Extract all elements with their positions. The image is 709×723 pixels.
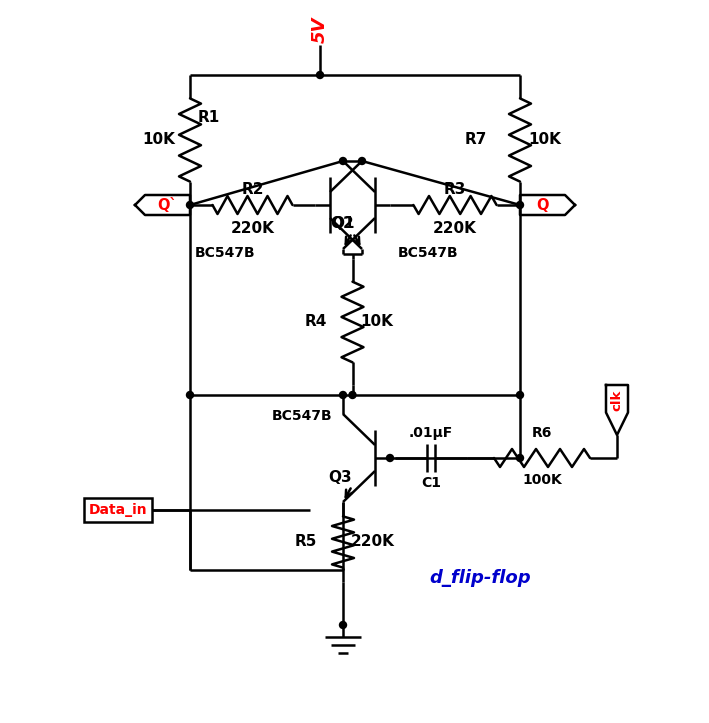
Text: BC547B: BC547B <box>272 409 333 423</box>
Text: C1: C1 <box>421 476 441 490</box>
Text: .01µF: .01µF <box>409 426 453 440</box>
Text: R4: R4 <box>304 315 327 330</box>
Text: 5V: 5V <box>311 17 329 43</box>
Text: BC547B: BC547B <box>398 246 459 260</box>
Text: 220K: 220K <box>433 221 477 236</box>
Text: Data_in: Data_in <box>89 503 147 517</box>
Circle shape <box>340 158 347 165</box>
Text: d_flip-flop: d_flip-flop <box>429 569 531 587</box>
Text: 220K: 220K <box>230 221 274 236</box>
Circle shape <box>516 391 523 398</box>
Text: 100K: 100K <box>522 473 562 487</box>
Circle shape <box>386 455 393 461</box>
Text: Q2: Q2 <box>330 215 354 231</box>
Text: Q1: Q1 <box>331 215 354 231</box>
Text: Q`: Q` <box>157 197 177 213</box>
Circle shape <box>186 202 194 208</box>
Circle shape <box>516 455 523 461</box>
Circle shape <box>349 391 356 398</box>
Text: clk: clk <box>610 389 623 411</box>
Text: 10K: 10K <box>360 315 393 330</box>
Text: Q3: Q3 <box>328 471 352 486</box>
Text: BC547B: BC547B <box>195 246 256 260</box>
Circle shape <box>340 391 347 398</box>
Text: 10K: 10K <box>142 132 175 147</box>
Text: R1: R1 <box>198 111 220 126</box>
Text: Q: Q <box>536 197 549 213</box>
FancyBboxPatch shape <box>84 498 152 522</box>
Text: 10K: 10K <box>528 132 561 147</box>
Text: R6: R6 <box>532 426 552 440</box>
Text: 220K: 220K <box>351 534 395 549</box>
Circle shape <box>186 391 194 398</box>
Circle shape <box>316 72 323 79</box>
Text: R3: R3 <box>444 182 467 197</box>
Text: R5: R5 <box>295 534 318 549</box>
Circle shape <box>359 158 366 165</box>
Circle shape <box>340 622 347 628</box>
Text: R7: R7 <box>465 132 487 147</box>
Text: R2: R2 <box>241 182 264 197</box>
Circle shape <box>516 202 523 208</box>
